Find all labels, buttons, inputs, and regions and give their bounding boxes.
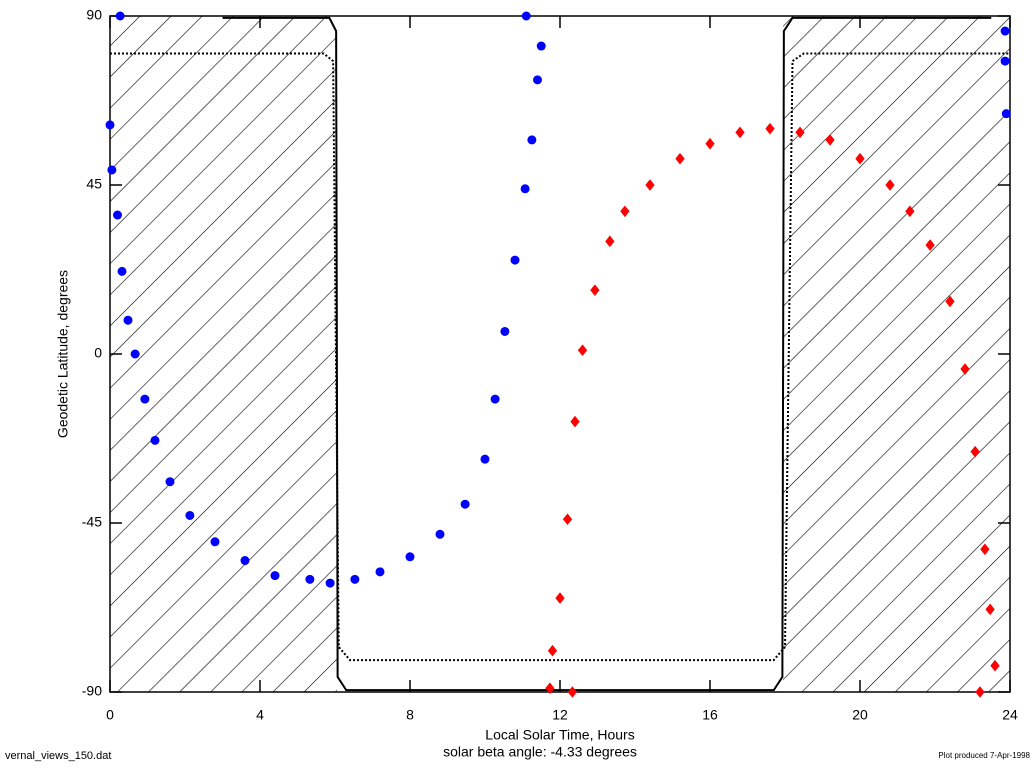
x-tick-label: 12 [552,707,568,723]
data-point [270,571,280,581]
data-point [1001,109,1011,119]
data-point [605,235,615,248]
x-tick-label: 0 [106,707,114,723]
y-tick-label: 0 [94,345,102,361]
plot-area [110,16,1010,692]
data-point [795,126,805,139]
data-point [570,415,580,428]
x-tick-label: 20 [852,707,868,723]
data-point [905,205,915,218]
produced-label: Plot produced 7-Apr-1998 [938,751,1030,760]
data-point [536,41,546,51]
data-point [305,574,315,584]
x-tick-label: 4 [256,707,264,723]
data-point [590,284,600,296]
data-point [480,454,490,464]
y-tick-label: -45 [82,514,102,530]
y-axis-title: Geodetic Latitude, degrees [55,270,71,438]
data-point [567,686,578,698]
data-point [555,592,565,604]
data-point [210,537,220,547]
data-point [165,477,175,487]
data-point [123,315,133,325]
data-point [185,510,195,520]
data-point [765,122,775,135]
data-point [105,120,115,130]
data-point [1000,26,1010,36]
data-point [985,603,995,616]
terminator-line [110,52,1010,662]
data-point [645,179,655,191]
data-point [705,137,715,150]
data-point [675,152,685,165]
data-point [460,499,470,509]
data-point [150,435,160,445]
night-region [110,16,337,692]
data-point [825,134,835,146]
subtitle: solar beta angle: -4.33 degrees [443,744,637,760]
data-point [500,326,510,336]
data-point [107,165,117,175]
data-point [117,266,127,276]
data-point [620,205,630,218]
data-point [140,394,150,404]
x-tick-label: 24 [1002,707,1018,723]
data-point [960,363,970,375]
data-point [735,126,745,139]
data-point [562,513,573,526]
data-point [405,552,415,562]
data-point [521,11,531,21]
y-tick-label: 45 [86,176,102,192]
data-point [885,179,895,191]
y-tick-label: 90 [86,7,102,23]
data-point [435,529,445,539]
data-point [527,135,537,145]
data-point [980,543,990,556]
data-point [115,11,125,21]
y-tick-label: -90 [82,683,102,699]
data-point [945,295,955,308]
data-point [975,686,985,698]
data-point [240,556,250,566]
data-point [375,567,385,577]
data-point [545,682,555,695]
x-tick-label: 8 [406,707,414,723]
night-region [783,16,1010,692]
data-point [577,344,588,357]
data-point [130,349,140,359]
data-point [855,152,865,165]
data-point [510,255,520,265]
file-label: vernal_views_150.dat [5,750,111,762]
data-point [113,210,122,220]
data-point [547,644,558,657]
data-point [1000,56,1010,66]
data-point [490,394,500,404]
data-point [533,75,542,85]
data-point [350,574,360,584]
x-axis-title: Local Solar Time, Hours [485,727,634,743]
data-point [970,445,980,458]
data-point [925,239,935,251]
data-point [990,659,1000,672]
x-tick-label: 16 [702,707,718,723]
data-point [520,184,530,194]
data-point [325,578,335,588]
